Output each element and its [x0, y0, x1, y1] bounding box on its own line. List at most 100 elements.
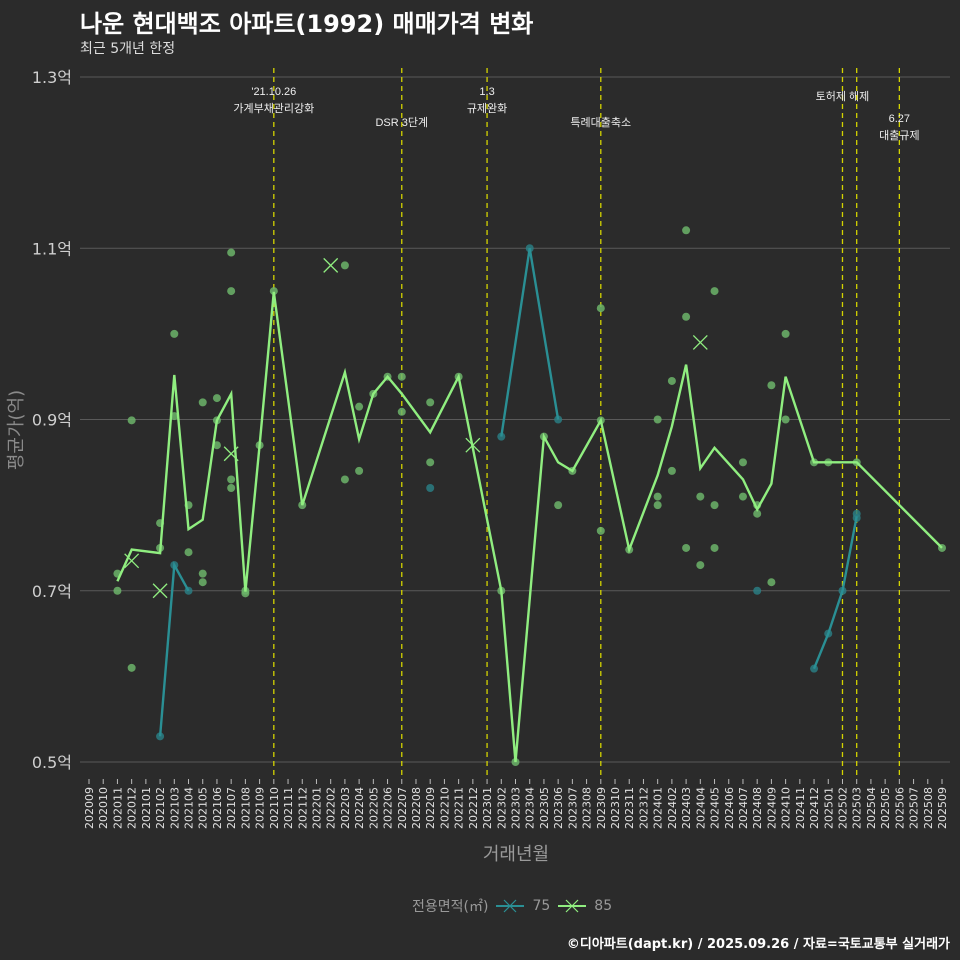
- trade-point-85: [596, 304, 605, 313]
- trade-point-85: [682, 543, 691, 552]
- x-tick-label: 202408: [751, 787, 764, 829]
- x-tick-label: 202403: [680, 787, 693, 829]
- x-tick-label: 202207: [396, 787, 409, 829]
- trade-point-85: [355, 466, 364, 475]
- policy-event-label: 6.27: [889, 113, 910, 125]
- avg-price-line-75: [812, 516, 858, 670]
- y-tick-label: 1.3억: [32, 68, 72, 87]
- x-tick-label: 202303: [510, 787, 523, 829]
- trade-point-75: [554, 415, 563, 424]
- trade-point-85: [340, 261, 349, 270]
- x-marker-85: [223, 446, 239, 462]
- policy-event-label: DSR 3단계: [375, 116, 428, 129]
- x-tick-label: 202206: [382, 787, 395, 829]
- x-tick-label: 202405: [709, 787, 722, 829]
- trade-point-85: [198, 569, 207, 578]
- y-tick-label: 1.1억: [32, 239, 72, 258]
- x-tick-label: 202108: [239, 787, 252, 829]
- x-tick-label: 202312: [637, 787, 650, 829]
- x-marker-85: [465, 437, 481, 453]
- trade-point-85: [127, 663, 136, 672]
- policy-event-label: 토허제 해제: [816, 89, 870, 103]
- avg-price-line-75: [158, 561, 190, 737]
- trade-point-85: [781, 329, 790, 338]
- x-tick-label: 202307: [566, 787, 579, 829]
- x-tick-label: 202203: [339, 787, 352, 829]
- x-tick-label: 202010: [97, 787, 110, 829]
- x-tick-label: 202410: [780, 787, 793, 829]
- x-tick-label: 202503: [851, 787, 864, 829]
- trade-point-85: [653, 415, 662, 424]
- y-tick-label: 0.5억: [32, 753, 72, 772]
- x-tick-label: 202501: [822, 787, 835, 829]
- legend-key-85: [558, 899, 587, 913]
- x-tick-label: 202401: [652, 787, 665, 829]
- x-tick-label: 202111: [282, 787, 295, 829]
- trade-point-85: [113, 586, 122, 595]
- x-tick-label: 202210: [438, 787, 451, 829]
- x-tick-label: 202306: [552, 787, 565, 829]
- legend-title: 전용면적(㎡): [412, 899, 489, 915]
- trade-point-85: [596, 526, 605, 535]
- x-tick-label: 202302: [495, 787, 508, 829]
- x-tick-label: 202102: [154, 787, 167, 829]
- trade-point-85: [781, 415, 790, 424]
- trade-point-85: [198, 398, 207, 407]
- trade-point-85: [682, 312, 691, 321]
- trade-point-85: [653, 492, 662, 501]
- trade-point-85: [227, 475, 236, 484]
- trade-point-85: [738, 492, 747, 501]
- trade-point-85: [738, 458, 747, 467]
- x-marker-85: [124, 553, 140, 569]
- trade-point-85: [710, 543, 719, 552]
- trade-point-85: [227, 248, 236, 257]
- x-tick-label: 202109: [254, 787, 267, 829]
- trade-point-85: [753, 509, 762, 518]
- y-tick-label: 0.7억: [32, 582, 72, 601]
- trade-point-85: [127, 416, 136, 425]
- trade-point-85: [355, 402, 364, 411]
- x-tick-label: 202012: [126, 787, 139, 829]
- trade-point-75: [753, 586, 762, 595]
- trade-point-85: [397, 407, 406, 416]
- trade-point-85: [682, 226, 691, 235]
- legend-label-85: 85: [594, 898, 613, 914]
- trade-point-85: [227, 287, 236, 296]
- policy-event-label: 특례대출축소: [570, 116, 631, 129]
- trade-point-85: [696, 561, 705, 570]
- x-tick-label: 202404: [694, 787, 707, 829]
- trade-point-85: [212, 441, 221, 450]
- x-tick-label: 202411: [794, 787, 807, 829]
- trade-point-85: [426, 458, 435, 467]
- trade-point-85: [653, 501, 662, 510]
- trade-point-85: [340, 475, 349, 484]
- policy-event-label: 규제완화: [467, 102, 507, 115]
- x-tick-label: 202105: [197, 787, 210, 829]
- x-tick-label: 202502: [836, 787, 849, 829]
- trade-point-85: [170, 329, 179, 338]
- x-tick-label: 202205: [367, 787, 380, 829]
- y-tick-label: 0.9억: [32, 411, 72, 430]
- chart-subtitle: 최근 5개년 한정: [80, 41, 176, 57]
- trade-point-85: [184, 548, 193, 557]
- trade-point-85: [696, 492, 705, 501]
- chart-title: 나운 현대백조 아파트(1992) 매매가격 변화: [80, 10, 534, 38]
- policy-event-label: 가계부채관리강화: [233, 102, 314, 115]
- policy-event-label: '21.10.26: [251, 86, 296, 98]
- trade-point-85: [667, 466, 676, 475]
- x-tick-label: 202101: [140, 787, 153, 829]
- trade-point-85: [198, 578, 207, 587]
- y-axis-title: 평균가(억): [6, 390, 27, 470]
- x-tick-label: 202201: [310, 787, 323, 829]
- x-tick-label: 202311: [623, 787, 636, 829]
- x-tick-label: 202212: [467, 787, 480, 829]
- x-tick-label: 202509: [936, 787, 949, 829]
- x-marker-85: [323, 257, 339, 273]
- trade-point-85: [767, 578, 776, 587]
- trade-point-85: [227, 484, 236, 492]
- x-marker-85: [692, 334, 708, 350]
- trade-point-75: [426, 484, 435, 492]
- trade-point-85: [710, 501, 719, 510]
- x-tick-label: 202202: [325, 787, 338, 829]
